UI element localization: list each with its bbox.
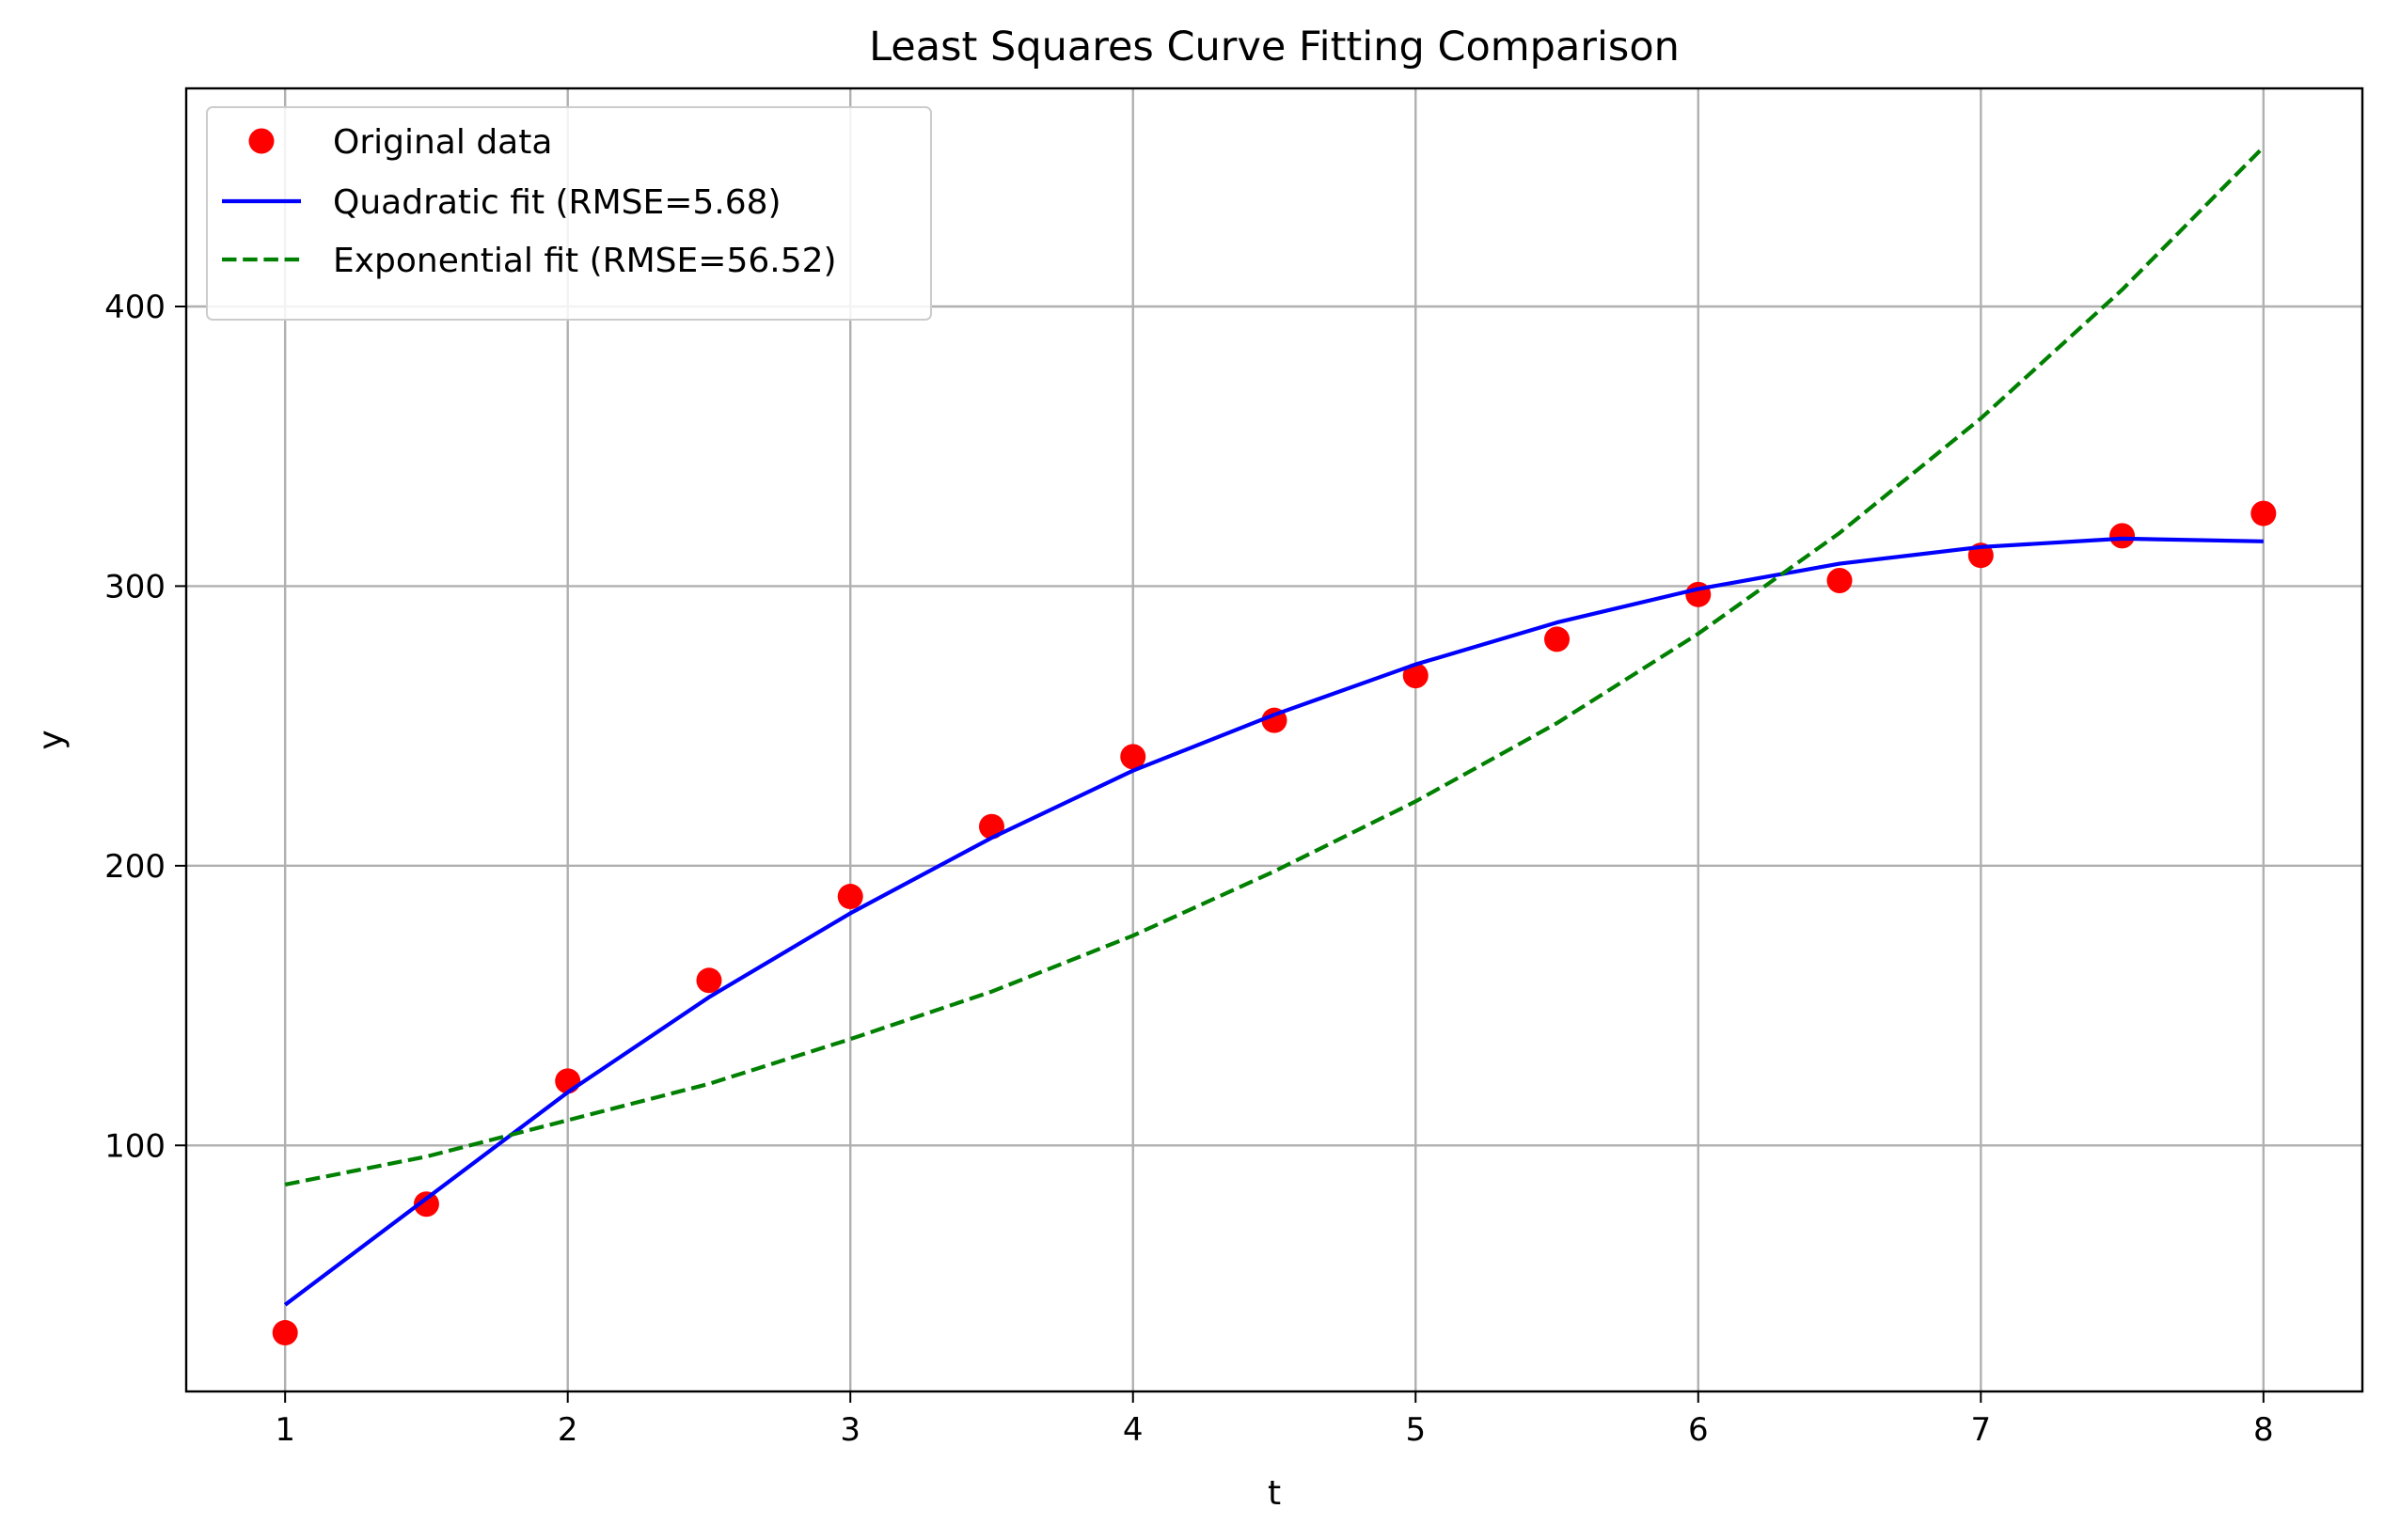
data-point xyxy=(413,1191,439,1218)
data-point xyxy=(1402,663,1429,689)
x-tick-label: 5 xyxy=(1405,1411,1426,1449)
x-axis-title: t xyxy=(1268,1474,1281,1513)
legend-label: Original data xyxy=(333,123,552,162)
data-point xyxy=(2250,500,2277,526)
exponential-fit-line xyxy=(284,146,2266,1186)
legend: Original data Quadratic fit (RMSE=5.68) Ex… xyxy=(206,106,932,321)
y-tick-label: 200 xyxy=(104,848,166,886)
y-tick-label: 400 xyxy=(104,289,166,326)
axis-ticks: 1 2 3 4 5 6 7 8 100 200 300 400 xyxy=(104,289,2274,1449)
data-point xyxy=(2109,523,2136,549)
legend-label: Quadratic fit (RMSE=5.68) xyxy=(333,183,782,222)
x-tick-label: 8 xyxy=(2253,1411,2274,1449)
legend-label: Exponential fit (RMSE=56.52) xyxy=(333,242,837,280)
series-layer xyxy=(272,146,2277,1346)
data-point xyxy=(1120,744,1146,770)
x-tick-label: 2 xyxy=(558,1411,578,1449)
legend-box xyxy=(206,106,932,321)
y-axis-title: y xyxy=(32,730,71,749)
x-tick-label: 3 xyxy=(840,1411,861,1449)
y-tick-label: 100 xyxy=(104,1127,166,1165)
plot-frame xyxy=(184,86,2364,1393)
x-tick-label: 7 xyxy=(1970,1411,1991,1449)
data-point xyxy=(272,1320,298,1346)
chart-title: Least Squares Curve Fitting Comparison xyxy=(869,24,1680,71)
data-point xyxy=(1826,567,1853,593)
x-tick-label: 4 xyxy=(1123,1411,1144,1449)
quadratic-fit-line xyxy=(283,536,2264,1307)
legend-marker-scatter xyxy=(248,128,275,154)
x-tick-label: 6 xyxy=(1688,1411,1709,1449)
data-point xyxy=(1544,626,1571,652)
data-point xyxy=(837,884,863,910)
scatter-series xyxy=(272,500,2277,1346)
data-point xyxy=(696,967,722,994)
x-tick-label: 1 xyxy=(275,1411,295,1449)
y-tick-label: 300 xyxy=(104,568,166,605)
